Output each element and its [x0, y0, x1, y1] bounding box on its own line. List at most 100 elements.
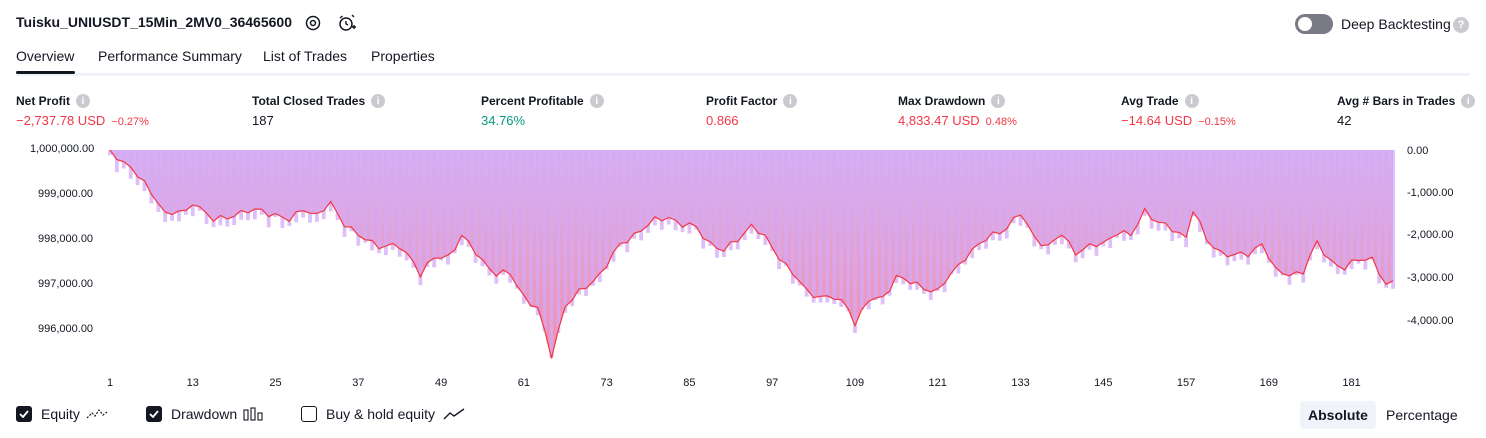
drawdown-bar [142, 150, 147, 192]
info-icon[interactable]: i [371, 94, 386, 108]
drawdown-bar [659, 150, 664, 230]
toggle-knob [1298, 17, 1312, 31]
metric-label: Avg Trade [1121, 94, 1179, 108]
drawdown-bar [390, 150, 395, 250]
drawdown-bar [522, 150, 526, 304]
legend-buy-hold[interactable]: Buy & hold equity [301, 404, 465, 424]
drawdown-bar [749, 150, 754, 234]
drawdown-bar [763, 150, 768, 245]
y-axis-left-tick: 996,000.00 [38, 323, 94, 335]
drawdown-bar [1246, 150, 1250, 265]
metric-total-closed-trades: Total Closed Trades i 187 [252, 94, 386, 128]
info-icon[interactable]: i [76, 94, 90, 108]
drawdown-bar [777, 150, 781, 269]
drawdown-bar [1156, 150, 1161, 231]
drawdown-bar [901, 150, 906, 285]
drawdown-bar [880, 150, 885, 305]
legend-label: Equity [41, 406, 80, 422]
drawdown-bar [860, 150, 864, 310]
drawdown-bar [1335, 150, 1340, 274]
drawdown-bar [177, 150, 181, 222]
metric-value: 187 [252, 113, 274, 128]
drawdown-bar [184, 150, 188, 215]
gear-icon[interactable] [302, 12, 324, 34]
drawdown-bar [301, 150, 305, 218]
drawdown-bar [246, 150, 250, 221]
drawdown-bar [411, 150, 416, 268]
buy-hold-line-icon [443, 408, 465, 420]
drawdown-bar [791, 150, 795, 284]
drawdown-bar [1211, 150, 1216, 258]
drawdown-bar [625, 150, 630, 253]
metric-label: Total Closed Trades [252, 94, 366, 108]
drawdown-bar [570, 150, 575, 307]
equity-line-layer [109, 149, 1394, 359]
drawdown-bar [342, 150, 347, 237]
drawdown-bar [984, 150, 988, 249]
drawdown-bar [253, 150, 257, 220]
drawdown-bar [784, 150, 788, 266]
drawdown-bar [1218, 150, 1223, 256]
drawdown-bar [584, 150, 588, 296]
info-icon[interactable]: i [1461, 94, 1476, 108]
drawdown-bar [832, 150, 837, 304]
deep-backtesting-toggle[interactable] [1295, 14, 1333, 34]
metric-avg-bars-in-trades: Avg # Bars in Trades i 42 [1337, 94, 1476, 128]
drawdown-bar [728, 150, 733, 251]
drawdown-bar [308, 150, 312, 223]
x-axis-tick: 13 [186, 377, 199, 389]
drawdown-bar [232, 150, 237, 225]
metric-label: Profit Factor [706, 94, 778, 108]
metric-percent-profitable: Percent Profitable i 34.76% [481, 94, 604, 128]
buy-hold-checkbox[interactable] [301, 406, 317, 422]
add-alarm-icon[interactable] [336, 12, 358, 34]
drawdown-bar [466, 150, 471, 247]
legend-drawdown[interactable]: Drawdown [146, 404, 263, 424]
drawdown-bar [218, 150, 223, 226]
drawdown-bar [887, 150, 892, 296]
x-axis-tick: 157 [1176, 377, 1196, 389]
drawdown-bar [549, 150, 554, 358]
tab-list-of-trades[interactable]: List of Trades [263, 48, 348, 64]
info-icon[interactable]: i [783, 94, 798, 108]
drawdown-bar [1046, 150, 1050, 255]
drawdown-bar [439, 150, 443, 261]
absolute-toggle[interactable]: Absolute [1300, 401, 1376, 429]
drawdown-bar [708, 150, 712, 246]
drawdown-bar [1108, 150, 1113, 249]
drawdown-bar [349, 150, 354, 232]
legend-equity[interactable]: Equity [16, 404, 108, 424]
legend-label: Drawdown [171, 406, 238, 422]
drawdown-bar [1349, 150, 1354, 270]
info-icon[interactable]: i [991, 94, 1006, 108]
x-axis-tick: 37 [352, 377, 365, 389]
drawdown-bar [1225, 150, 1230, 266]
percentage-toggle[interactable]: Percentage [1386, 407, 1458, 423]
drawdown-bar [1170, 150, 1175, 241]
drawdown-bar [1184, 150, 1188, 248]
drawdown-bar [853, 150, 857, 333]
x-axis-tick: 1 [106, 377, 114, 389]
drawdown-bar [135, 150, 140, 185]
drawdown-bar [397, 150, 402, 257]
drawdown-bar [1204, 150, 1209, 245]
tab-overview[interactable]: Overview [16, 48, 75, 64]
tab-performance-summary[interactable]: Performance Summary [98, 48, 242, 64]
drawdown-bar [1239, 150, 1244, 260]
drawdown-bar [1329, 150, 1333, 267]
info-icon[interactable]: i [589, 94, 604, 108]
x-axis-tick: 97 [766, 377, 779, 389]
drawdown-bar [1101, 150, 1106, 247]
question-icon[interactable]: ? [1453, 17, 1469, 33]
x-axis-tick: 121 [928, 377, 947, 389]
drawdown-bar [722, 150, 726, 257]
drawdown-bar [1198, 150, 1202, 232]
info-icon[interactable]: i [1184, 94, 1199, 108]
equity-checkbox[interactable] [16, 406, 32, 422]
drawdown-checkbox[interactable] [146, 406, 162, 422]
tab-properties[interactable]: Properties [371, 48, 435, 64]
x-axis-tick: 145 [1094, 377, 1113, 389]
drawdown-bar [1129, 150, 1133, 241]
drawdown-bar [1032, 150, 1037, 247]
